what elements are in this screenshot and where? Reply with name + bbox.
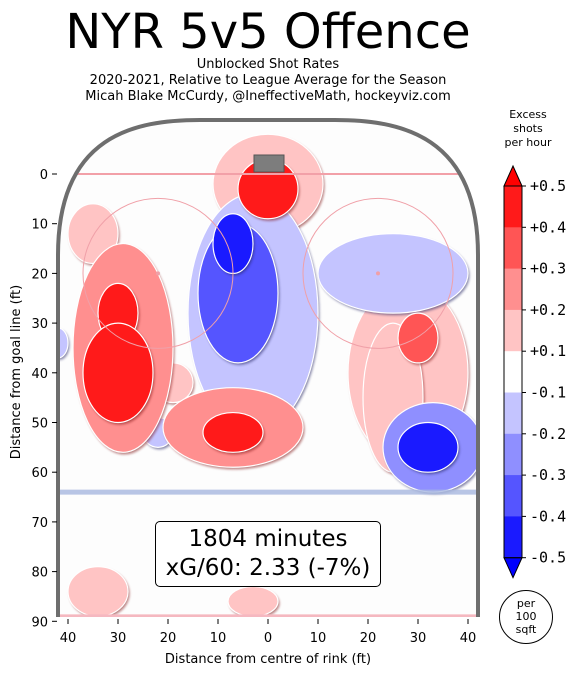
y-tick-label: 70 (31, 516, 48, 531)
colorbar-tick-label: -0.2 (530, 425, 566, 443)
axes: 0 10 20 30 40 50 60 70 80 90 40 30 20 10 0 10 20 30 40 Dist… (9, 168, 476, 667)
y-tick-label: 80 (31, 566, 48, 581)
heatmap-blob (67, 566, 130, 617)
minutes-text: 1804 minutes (188, 526, 348, 552)
colorbar-title: Excess shots per hour (492, 108, 564, 150)
heatmap-blob (317, 233, 470, 316)
x-tick-label: 20 (160, 631, 177, 646)
heatmap-blob (397, 421, 460, 475)
colorbar-tick-label: -0.1 (530, 384, 566, 402)
x-tick-label: 10 (310, 631, 327, 646)
heatmap-blob (212, 213, 255, 276)
chart-author-line: Micah Blake McCurdy, @IneffectiveMath, h… (85, 89, 451, 104)
faceoff-dot-right (376, 271, 380, 276)
y-tick-label: 30 (31, 317, 48, 332)
colorbar-segment (504, 351, 522, 393)
summary-box: 1804 minutes xG/60: 2.33 (-7%) (155, 521, 381, 587)
y-tick-label: 60 (31, 466, 48, 481)
faceoff-dot-left (156, 271, 160, 276)
y-tick-label: 20 (31, 267, 48, 282)
xg-text: xG/60: 2.33 (-7%) (165, 555, 371, 581)
colorbar-title-line-1: Excess (509, 108, 547, 121)
goal-net (253, 154, 285, 173)
y-tick-label: 40 (31, 367, 48, 382)
x-tick-label: 30 (410, 631, 427, 646)
colorbar-segment (504, 186, 522, 228)
heatmap-layer (58, 120, 478, 617)
x-tick-label: 10 (210, 631, 227, 646)
colorbar-tick-label: -0.4 (530, 507, 566, 525)
colorbar-tick-label: +0.4 (530, 218, 566, 236)
colorbar-tick-label: +0.2 (530, 301, 566, 319)
chart-subtitle: Unblocked Shot Rates (196, 57, 340, 72)
rink-boards (56, 118, 480, 617)
colorbar-tick-label: +0.3 (530, 260, 566, 278)
rink-markings (58, 173, 478, 617)
colorbar-segment (504, 392, 522, 435)
colorbar-segment (504, 516, 522, 559)
colorbar-bottom-arrow (503, 557, 523, 579)
x-axis-label: Distance from centre of rink (ft) (165, 652, 371, 667)
colorbar-title-line-3: per hour (504, 136, 552, 149)
colorbar-segment (504, 268, 522, 311)
y-tick-label: 50 (31, 417, 48, 432)
colorbar-segment (504, 227, 522, 270)
chart-title: NYR 5v5 Offence (65, 4, 471, 60)
colorbar-frame (503, 185, 523, 559)
x-tick-label: 0 (264, 631, 272, 646)
colorbar-top-arrow (503, 164, 523, 187)
y-axis-label: Distance from goal line (ft) (9, 285, 24, 459)
colorbar-segment (504, 433, 522, 476)
x-tick-label: 20 (360, 631, 377, 646)
x-tick-label: 40 (460, 631, 477, 646)
x-tick-label: 40 (60, 631, 77, 646)
chart-season-line: 2020-2021, Relative to League Average fo… (89, 73, 447, 88)
heatmap-blob (202, 411, 265, 455)
faceoff-circle-left (82, 197, 234, 349)
y-tick-label: 10 (31, 218, 48, 233)
y-tick-label: 0 (40, 168, 48, 183)
colorbar-tick-label: +0.1 (530, 342, 566, 360)
units-line-3: sqft (515, 623, 537, 636)
faceoff-circle-right (302, 197, 454, 349)
heatmap-blob (227, 585, 280, 617)
colorbar-title-line-2: shots (513, 122, 543, 135)
colorbar-tick-label: -0.5 (530, 549, 566, 567)
units-line-2: 100 (515, 610, 537, 623)
y-tick-label: 90 (31, 615, 48, 630)
units-line-1: per (516, 597, 536, 610)
colorbar-segment (504, 309, 522, 352)
x-tick-label: 30 (110, 631, 127, 646)
colorbar-tick-label: -0.3 (530, 466, 566, 484)
colorbar: +0.5 +0.4 +0.3 +0.2 +0.1 -0.1 -0.2 -0.3 -0.4 -0.5 (503, 164, 566, 579)
heatmap-blob (82, 322, 155, 425)
colorbar-segment (504, 475, 522, 517)
colorbar-tick-label: +0.5 (530, 177, 566, 195)
units-badge: per 100 sqft (499, 590, 553, 644)
